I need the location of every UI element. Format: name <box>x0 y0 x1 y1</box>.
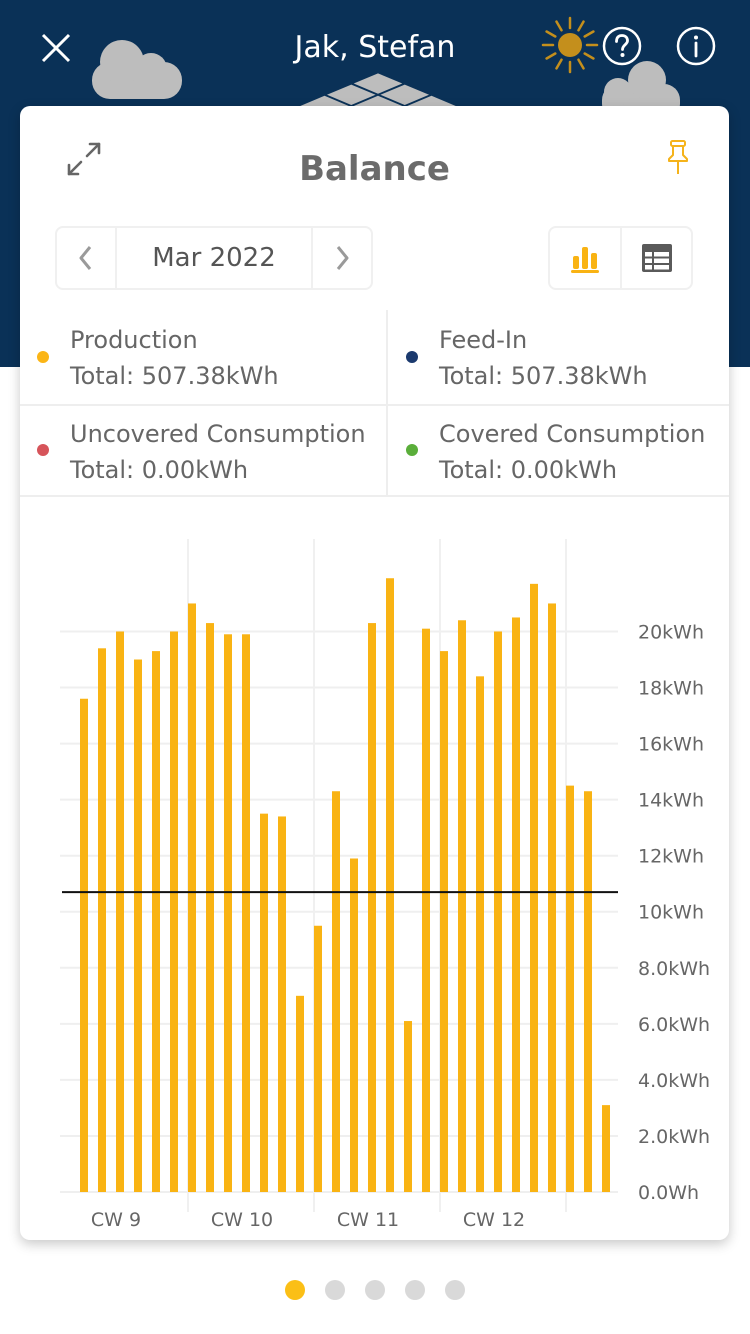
bar[interactable] <box>512 617 520 1192</box>
bar[interactable] <box>224 634 232 1192</box>
bar[interactable] <box>494 631 502 1192</box>
bar[interactable] <box>584 791 592 1192</box>
legend-dot <box>37 444 49 456</box>
page-indicator-dot[interactable] <box>445 1280 465 1300</box>
close-icon[interactable] <box>38 30 74 66</box>
legend-text: Covered Consumption Total: 0.00kWh <box>439 416 705 488</box>
legend-text: Feed-In Total: 507.38kWh <box>439 322 648 394</box>
legend-text: Production Total: 507.38kWh <box>70 322 279 394</box>
page-title: Jak, Stefan <box>294 30 456 65</box>
next-period-button[interactable] <box>311 228 371 288</box>
week-label: CW 9 <box>91 1209 141 1231</box>
period-label-cell[interactable]: Mar 2022 <box>114 228 312 288</box>
balance-bar-chart: 0.0Wh 2.0kWh 4.0kWh 6.0kWh 8.0kWh 10kWh 12kWh 1… <box>60 539 710 1231</box>
page-indicator-dot[interactable] <box>365 1280 385 1300</box>
y-tick-label: 12kWh <box>638 846 704 868</box>
chart-view-button[interactable] <box>550 228 620 288</box>
table-icon <box>641 244 672 272</box>
expand-icon[interactable] <box>66 141 102 177</box>
legend-label: Production <box>70 326 198 354</box>
bar[interactable] <box>386 578 394 1192</box>
week-label: CW 12 <box>463 1209 525 1231</box>
page-indicator-dot[interactable] <box>405 1280 425 1300</box>
bar[interactable] <box>296 995 304 1192</box>
y-tick-label: 4.0kWh <box>638 1070 710 1092</box>
bar[interactable] <box>170 631 178 1192</box>
pin-icon[interactable] <box>667 139 689 175</box>
y-tick-label: 18kWh <box>638 678 704 700</box>
bar[interactable] <box>476 676 484 1192</box>
bar[interactable] <box>80 698 88 1192</box>
legend-item-covered-consumption[interactable]: Covered Consumption Total: 0.00kWh <box>388 404 729 497</box>
bar[interactable] <box>242 634 250 1192</box>
y-tick-label: 2.0kWh <box>638 1126 710 1148</box>
legend-label: Feed-In <box>439 326 528 354</box>
y-tick-label: 0.0Wh <box>638 1182 699 1204</box>
legend-item-uncovered-consumption[interactable]: Uncovered Consumption Total: 0.00kWh <box>20 404 388 497</box>
bar[interactable] <box>404 1021 412 1192</box>
legend-total: Total: 507.38kWh <box>439 362 648 390</box>
y-tick-label: 8.0kWh <box>638 958 710 980</box>
y-tick-label: 20kWh <box>638 621 704 643</box>
page-indicator-dot[interactable] <box>325 1280 345 1300</box>
bar[interactable] <box>134 659 142 1192</box>
sun-icon <box>541 16 599 74</box>
bar[interactable] <box>152 651 160 1192</box>
bar[interactable] <box>440 651 448 1192</box>
page-indicator-dot[interactable] <box>285 1280 305 1300</box>
bar[interactable] <box>368 623 376 1192</box>
bar[interactable] <box>422 628 430 1192</box>
previous-period-button[interactable] <box>57 228 115 288</box>
y-tick-label: 10kWh <box>638 902 704 924</box>
y-tick-label: 14kWh <box>638 790 704 812</box>
legend-item-feed-in[interactable]: Feed-In Total: 507.38kWh <box>388 310 729 404</box>
bar[interactable] <box>458 620 466 1192</box>
bar[interactable] <box>188 603 196 1192</box>
card-title: Balance <box>299 149 450 189</box>
date-selector: Mar 2022 <box>55 226 373 290</box>
balance-card: Balance Mar 2022 <box>20 106 729 1240</box>
week-label: CW 11 <box>337 1209 399 1231</box>
chevron-left-icon <box>79 246 91 270</box>
legend-text: Uncovered Consumption Total: 0.00kWh <box>70 416 366 488</box>
legend-dot <box>406 444 418 456</box>
bar[interactable] <box>260 813 268 1192</box>
period-label: Mar 2022 <box>152 243 276 273</box>
chart-legend: Production Total: 507.38kWh Feed-In Tota… <box>20 310 729 497</box>
legend-total: Total: 0.00kWh <box>439 456 618 484</box>
bar-chart-icon <box>571 247 599 273</box>
legend-total: Total: 0.00kWh <box>70 456 249 484</box>
bar[interactable] <box>206 623 214 1192</box>
legend-dot <box>406 351 418 363</box>
bar[interactable] <box>566 785 574 1192</box>
legend-item-production[interactable]: Production Total: 507.38kWh <box>20 310 388 404</box>
bar[interactable] <box>314 925 322 1192</box>
bar[interactable] <box>116 631 124 1192</box>
cloud-icon <box>92 40 182 99</box>
bar[interactable] <box>278 816 286 1192</box>
legend-dot <box>37 351 49 363</box>
bar[interactable] <box>98 648 106 1192</box>
legend-total: Total: 507.38kWh <box>70 362 279 390</box>
bar[interactable] <box>332 791 340 1192</box>
table-view-button[interactable] <box>620 228 691 288</box>
chevron-right-icon <box>337 246 349 270</box>
bar[interactable] <box>548 603 556 1192</box>
bar[interactable] <box>602 1105 610 1192</box>
y-tick-label: 6.0kWh <box>638 1014 710 1036</box>
legend-label: Covered Consumption <box>439 420 706 448</box>
info-icon[interactable] <box>675 25 717 67</box>
bar[interactable] <box>350 858 358 1192</box>
y-tick-label: 16kWh <box>638 734 704 756</box>
view-toggle <box>548 226 693 290</box>
help-icon[interactable] <box>601 25 643 67</box>
bar[interactable] <box>530 583 538 1192</box>
legend-label: Uncovered Consumption <box>70 420 366 448</box>
week-label: CW 10 <box>211 1209 273 1231</box>
